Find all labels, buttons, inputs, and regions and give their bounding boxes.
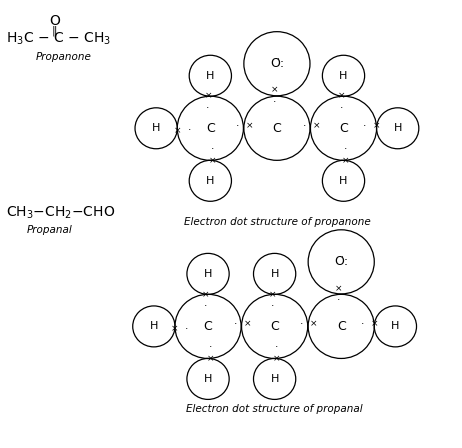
Text: H: H bbox=[204, 269, 212, 279]
Text: ×: × bbox=[337, 92, 345, 101]
Text: H: H bbox=[152, 123, 160, 133]
Text: C: C bbox=[204, 320, 213, 333]
Text: ·: · bbox=[234, 319, 237, 329]
Text: ×: × bbox=[207, 354, 214, 363]
Text: Electron dot structure of propanone: Electron dot structure of propanone bbox=[183, 217, 371, 227]
Text: ·: · bbox=[211, 144, 214, 154]
Text: ×: × bbox=[202, 290, 209, 299]
Text: Propanal: Propanal bbox=[27, 225, 73, 235]
Text: ·: · bbox=[204, 301, 207, 311]
Text: H: H bbox=[391, 321, 400, 332]
Text: ×: × bbox=[312, 121, 320, 130]
Text: C: C bbox=[270, 320, 279, 333]
Text: ×: × bbox=[171, 324, 179, 333]
Text: ×: × bbox=[342, 156, 350, 165]
Text: ·: · bbox=[185, 323, 188, 334]
Text: ×: × bbox=[335, 284, 343, 293]
Text: H: H bbox=[339, 176, 348, 186]
Text: ·: · bbox=[300, 319, 304, 329]
Text: ·: · bbox=[344, 144, 347, 154]
Text: H: H bbox=[206, 71, 214, 81]
Text: H: H bbox=[204, 374, 212, 384]
Text: Ö:: Ö: bbox=[334, 255, 348, 268]
Text: ×: × bbox=[371, 320, 378, 329]
Text: O: O bbox=[49, 14, 60, 28]
Text: C: C bbox=[337, 320, 346, 333]
Text: H: H bbox=[270, 269, 279, 279]
Text: C: C bbox=[339, 122, 348, 135]
Text: ‖: ‖ bbox=[51, 26, 57, 36]
Text: ·: · bbox=[209, 342, 212, 352]
Text: ·: · bbox=[236, 121, 239, 131]
Text: ·: · bbox=[273, 97, 276, 107]
Text: ·: · bbox=[207, 103, 210, 113]
Text: ×: × bbox=[246, 121, 253, 130]
Text: ×: × bbox=[174, 126, 181, 135]
Text: ·: · bbox=[337, 295, 340, 305]
Text: H: H bbox=[270, 374, 279, 384]
Text: H$_3$C $-$ C $-$ CH$_3$: H$_3$C $-$ C $-$ CH$_3$ bbox=[6, 31, 111, 47]
Text: H: H bbox=[394, 123, 402, 133]
Text: ×: × bbox=[273, 354, 281, 363]
Text: C: C bbox=[273, 122, 281, 135]
Text: ·: · bbox=[303, 121, 306, 131]
Text: H: H bbox=[206, 176, 214, 186]
Text: ×: × bbox=[209, 156, 216, 165]
Text: ×: × bbox=[310, 320, 318, 329]
Text: ·: · bbox=[361, 319, 364, 329]
Text: ×: × bbox=[271, 86, 279, 95]
Text: H: H bbox=[339, 71, 348, 81]
Text: Propanone: Propanone bbox=[36, 52, 91, 62]
Text: Ö:: Ö: bbox=[270, 57, 284, 70]
Text: ×: × bbox=[243, 320, 251, 329]
Text: ×: × bbox=[373, 121, 380, 130]
Text: ×: × bbox=[268, 290, 276, 299]
Text: ×: × bbox=[204, 92, 212, 101]
Text: H: H bbox=[150, 321, 158, 332]
Text: ·: · bbox=[340, 103, 343, 113]
Text: Electron dot structure of propanal: Electron dot structure of propanal bbox=[186, 404, 363, 414]
Text: CH$_3$$-$CH$_2$$-$CHO: CH$_3$$-$CH$_2$$-$CHO bbox=[6, 205, 115, 221]
Text: ·: · bbox=[275, 342, 279, 352]
Text: C: C bbox=[206, 122, 215, 135]
Text: ·: · bbox=[188, 125, 191, 135]
Text: ·: · bbox=[271, 301, 274, 311]
Text: ·: · bbox=[363, 121, 366, 131]
